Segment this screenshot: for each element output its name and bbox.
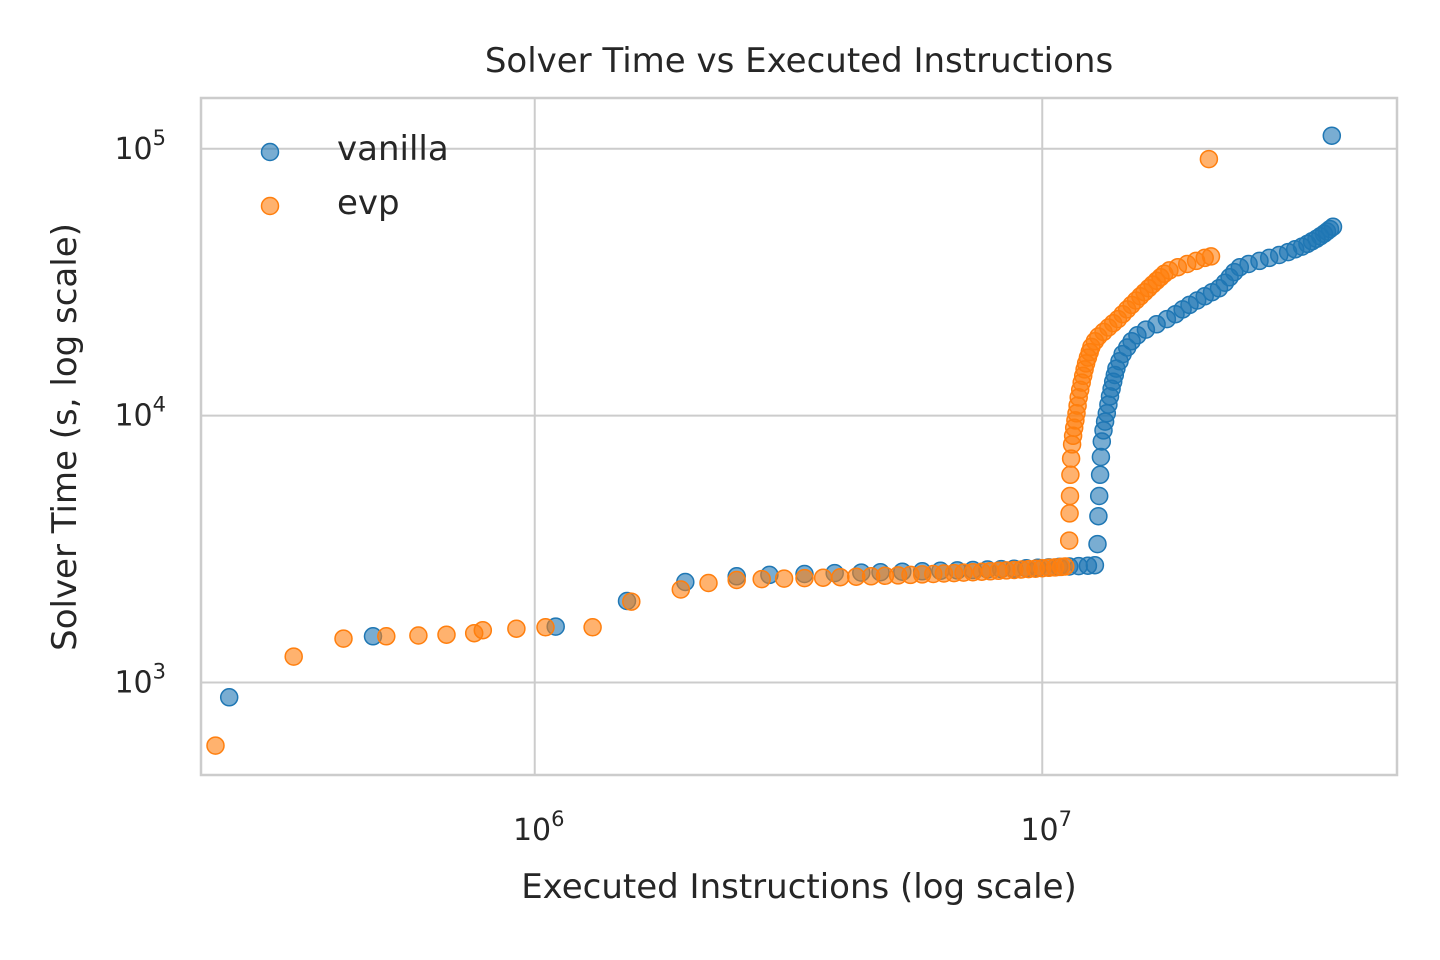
grid [201,98,1397,775]
point-vanilla [1323,217,1343,237]
point-vanilla [1089,506,1108,526]
legend-marker-evp [260,196,280,216]
y-axis-label: Solver Time (s, log scale) [45,223,85,651]
point-evp [622,592,641,611]
point-evp [437,625,456,644]
point-evp [334,629,353,648]
point-evp [1060,504,1079,523]
plot-frame [199,96,1399,777]
point-evp [831,567,850,587]
point-vanilla [1085,555,1105,575]
chart-title: Solver Time vs Executed Instructions [485,41,1113,81]
point-evp [507,619,526,638]
y-tick-label: 104 [114,393,166,434]
point-evp [536,618,555,637]
point-evp [671,580,691,599]
point-evp [1060,486,1080,506]
x-tick-label: 107 [1020,807,1072,848]
point-evp [1059,531,1079,550]
point-evp [206,736,225,755]
point-evp [752,569,771,589]
x-tick-label: 106 [513,807,565,848]
data-points [206,126,1343,755]
point-evp [1056,557,1075,576]
point-evp [377,627,396,646]
point-evp [699,573,718,593]
legend: vanilla evp [260,129,449,223]
point-evp [727,570,746,590]
point-evp [795,568,814,588]
point-vanilla [1088,534,1107,554]
point-evp [284,647,303,666]
legend-marker-vanilla [260,142,280,162]
legend-label-evp: evp [337,183,400,223]
x-axis-label: Executed Instructions (log scale) [521,867,1077,907]
series-evp [206,149,1221,755]
point-evp [774,569,794,588]
point-evp [409,626,428,645]
point-vanilla [1090,465,1110,485]
point-vanilla [1322,126,1342,145]
legend-label-vanilla: vanilla [337,129,449,169]
point-evp [1199,149,1219,169]
y-tick-label: 105 [114,126,166,167]
point-evp [813,568,833,587]
point-vanilla [1091,447,1111,467]
point-evp [473,620,493,640]
point-evp [1201,247,1221,266]
point-evp [1061,465,1080,485]
tick-labels: 106 107 103 104 105 [114,126,1072,848]
point-vanilla [219,688,239,707]
point-evp [583,618,602,637]
y-tick-label: 103 [114,659,166,700]
point-vanilla [1089,486,1109,506]
